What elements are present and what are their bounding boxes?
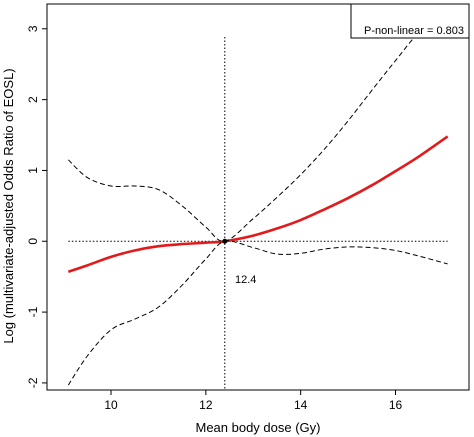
legend-text: P-non-linear = 0.803 [364,25,464,37]
series-line-lower-bound [67,240,448,386]
y-tick-label: -2 [26,377,40,388]
y-tick-label: 2 [26,96,40,103]
legend-box: P-non-linear = 0.803 [350,3,470,39]
x-axis-label: Mean body dose (Gy) [195,420,320,435]
plot-layer [67,10,449,390]
x-tick-label: 14 [294,398,308,412]
x-tick-label: 16 [389,398,403,412]
y-axis-label: Log (multivariate-adjusted Odds Ratio of… [1,68,16,343]
y-tick-label: 3 [26,25,40,32]
x-tick-label: 10 [104,398,118,412]
y-tick-label: 1 [26,167,40,174]
plot-frame [46,3,470,391]
reference-point [222,238,228,244]
series-line-estimate [67,135,449,273]
y-tick-label: -1 [26,306,40,317]
series-line-upper-bound [67,10,448,242]
reference-label: 12.4 [235,274,256,286]
x-tick-label: 12 [199,398,213,412]
y-tick-label: 0 [26,238,40,245]
